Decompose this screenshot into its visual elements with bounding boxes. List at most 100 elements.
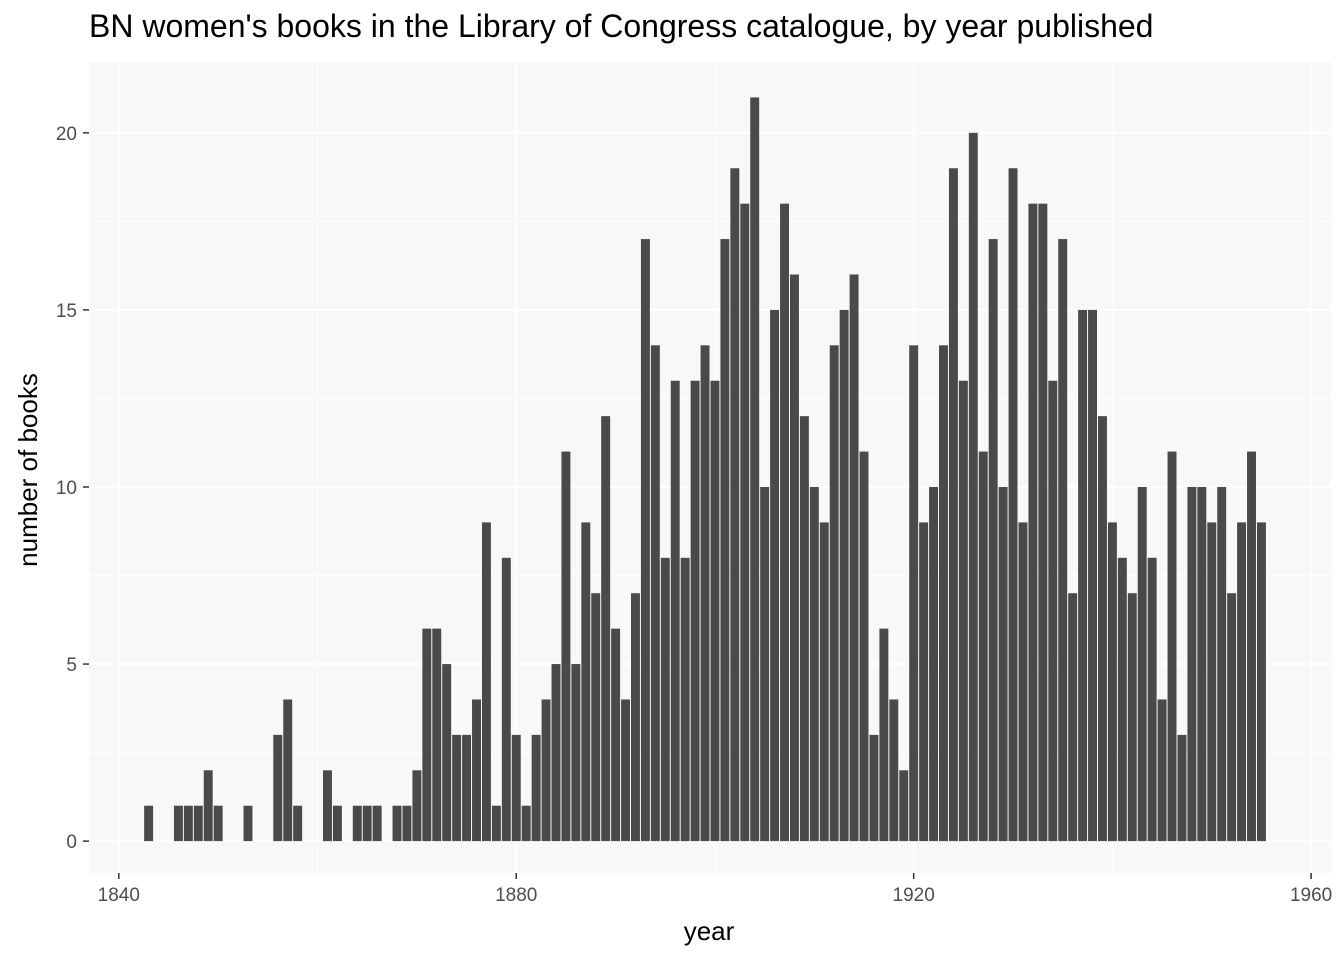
bar	[1147, 557, 1157, 842]
bar	[829, 345, 839, 842]
bar	[909, 345, 919, 842]
bar	[432, 628, 442, 842]
bar	[1088, 309, 1098, 842]
bar	[1256, 522, 1266, 842]
bar	[481, 522, 491, 842]
bar	[213, 805, 223, 842]
bar	[611, 628, 621, 842]
x-axis-title: year	[684, 916, 735, 946]
bar	[1117, 557, 1127, 842]
bar	[1197, 486, 1207, 842]
bar	[958, 380, 968, 842]
bar	[988, 239, 998, 842]
bar	[939, 345, 948, 842]
chart-title: BN women's books in the Library of Congr…	[89, 8, 1154, 44]
y-tick-label: 10	[56, 478, 77, 499]
bar	[978, 451, 988, 842]
bar	[849, 274, 859, 842]
bar	[631, 593, 640, 842]
bar	[203, 770, 213, 842]
bar	[968, 132, 978, 842]
bar	[412, 770, 422, 842]
x-tick-label: 1920	[893, 885, 935, 906]
y-axis-ticks: 0 5 10 15 20	[56, 124, 89, 853]
bar	[640, 239, 650, 842]
bar	[452, 734, 462, 842]
bar	[144, 805, 154, 842]
bar	[521, 805, 531, 842]
bar	[730, 168, 740, 842]
bar	[859, 451, 869, 842]
bar	[601, 416, 611, 842]
bar	[869, 734, 879, 842]
bar	[690, 380, 700, 842]
bar	[1038, 203, 1048, 842]
bar	[501, 557, 511, 842]
bar	[362, 805, 372, 842]
bar	[551, 664, 561, 842]
bar	[322, 770, 332, 842]
bar	[183, 805, 193, 842]
bar	[750, 97, 760, 842]
bar	[680, 557, 690, 842]
bar	[1137, 486, 1147, 842]
bar	[839, 309, 849, 842]
bar	[998, 486, 1008, 842]
bar	[1167, 451, 1177, 842]
bar	[243, 805, 253, 842]
y-tick-label: 15	[56, 301, 77, 322]
bar	[541, 699, 551, 842]
bar	[621, 699, 631, 842]
bar	[948, 168, 958, 842]
bar	[809, 486, 819, 842]
bar	[650, 345, 660, 842]
bar	[720, 239, 730, 842]
bar	[581, 522, 591, 842]
bar	[1048, 380, 1058, 842]
bar	[1098, 416, 1107, 842]
bar	[1127, 593, 1137, 842]
bar	[1177, 734, 1187, 842]
bar	[173, 805, 183, 842]
bar	[491, 805, 501, 842]
bar	[193, 805, 203, 842]
bar	[1058, 239, 1068, 842]
bar	[561, 451, 571, 842]
x-axis-ticks: 1840 1880 1920 1960	[98, 873, 1332, 906]
bar	[1237, 522, 1247, 842]
bar	[770, 309, 780, 842]
bar	[571, 664, 581, 842]
bar	[929, 486, 939, 842]
bar	[1207, 522, 1217, 842]
x-tick-label: 1880	[495, 885, 537, 906]
bar	[799, 416, 809, 842]
bars	[144, 97, 1266, 842]
bar	[1187, 486, 1197, 842]
bar	[700, 345, 710, 842]
bar	[1028, 203, 1038, 842]
bar	[293, 805, 303, 842]
y-tick-label: 20	[56, 124, 77, 145]
y-tick-label: 5	[66, 655, 77, 676]
bar	[1217, 486, 1227, 842]
bar	[372, 805, 382, 842]
bar	[1247, 451, 1256, 842]
bar	[710, 380, 720, 842]
bar	[352, 805, 362, 842]
bar	[670, 380, 680, 842]
y-axis-title: number of books	[13, 373, 43, 567]
bar	[1157, 699, 1167, 842]
x-tick-label: 1840	[98, 885, 140, 906]
bar	[422, 628, 432, 842]
bar	[511, 734, 521, 842]
bar	[531, 734, 541, 842]
grid-major	[89, 62, 1331, 873]
bar	[789, 274, 799, 842]
bar	[660, 557, 670, 842]
bar	[919, 522, 929, 842]
bar	[879, 628, 889, 842]
bar	[889, 699, 899, 842]
bar	[1107, 522, 1117, 842]
bar	[332, 805, 342, 842]
